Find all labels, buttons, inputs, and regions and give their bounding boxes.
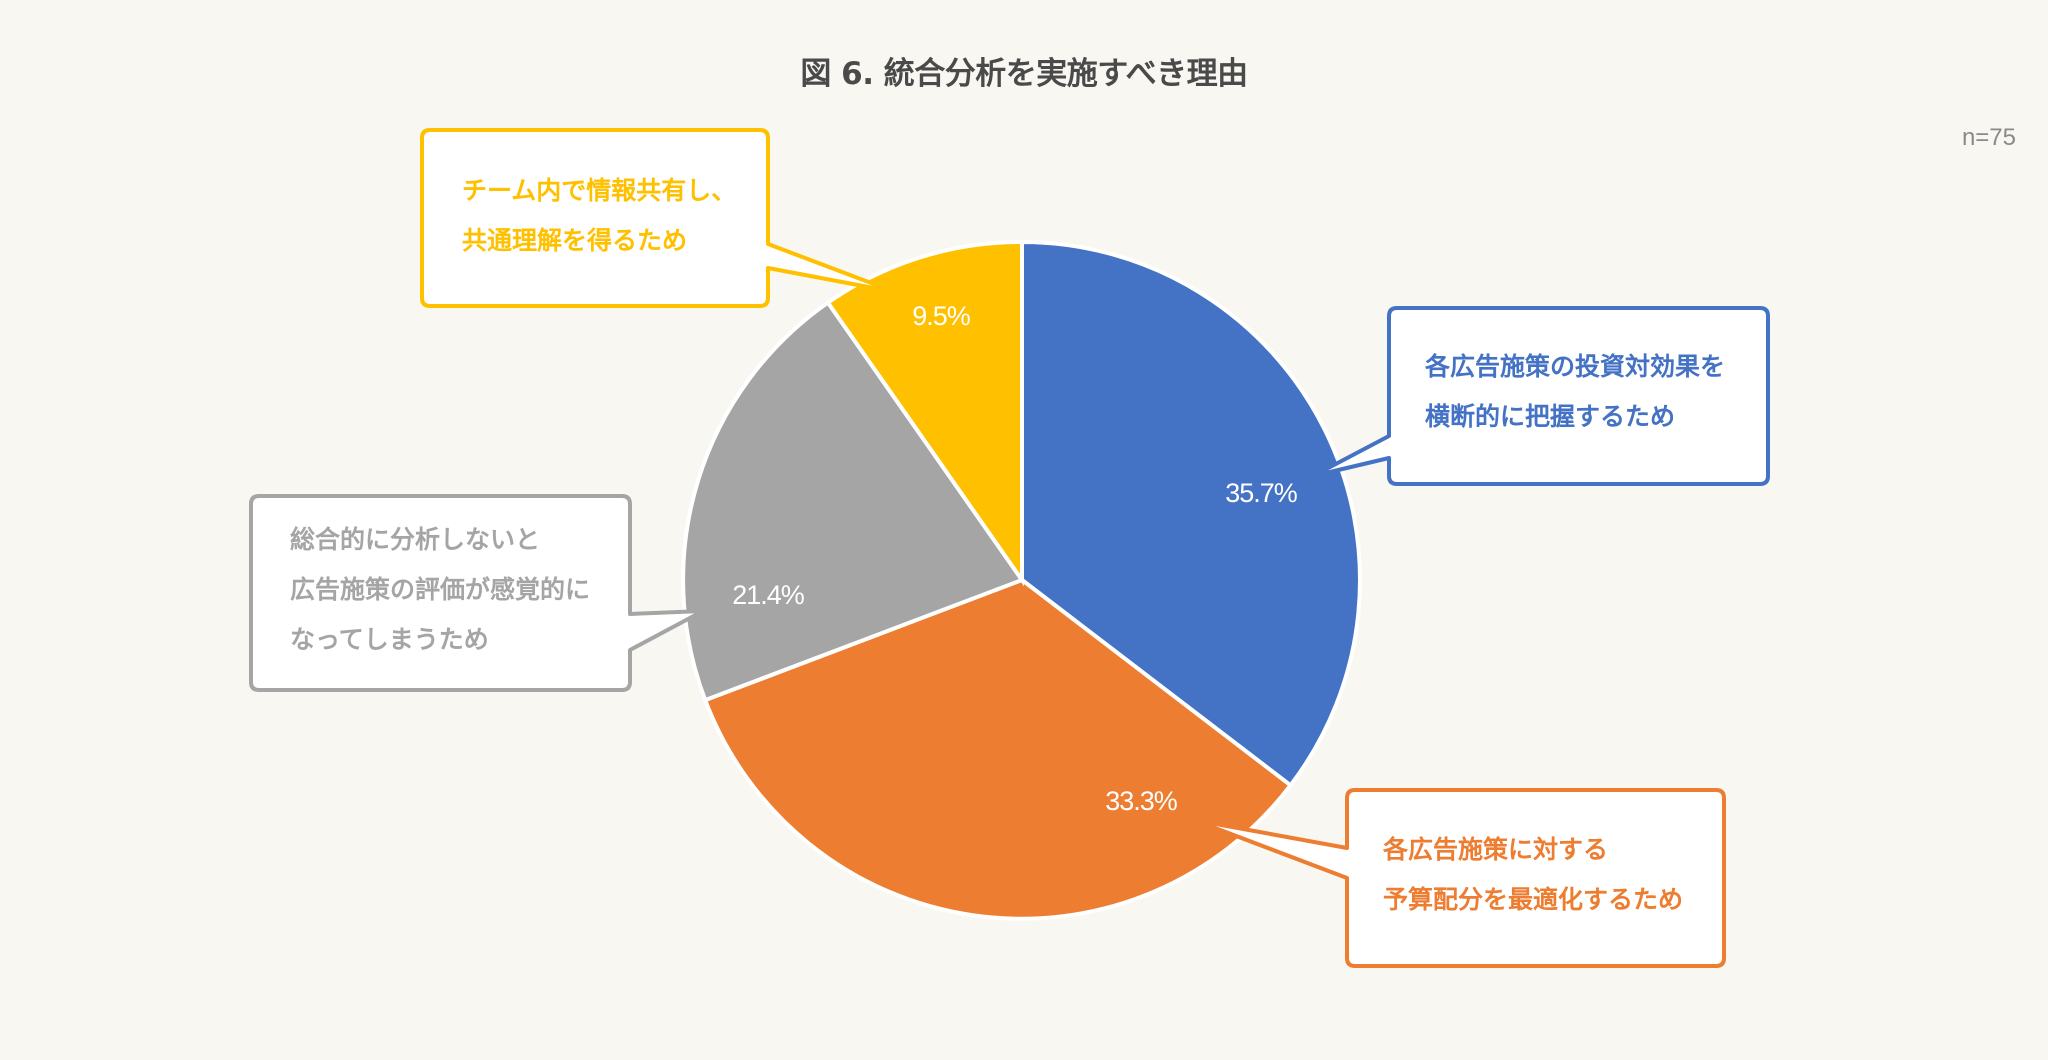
callout-label-yellow: チーム内で情報共有し、 共通理解を得るため <box>462 176 737 255</box>
callout-box-gray <box>249 494 705 692</box>
callout-label-gray: 総合的に分析しないと 広告施策の評価が感覚的に なってしまうため <box>290 525 591 654</box>
callout-box-yellow <box>420 128 897 308</box>
slice-gray <box>681 299 1026 703</box>
pct-label-yellow: 9.5% <box>912 301 971 331</box>
callout-label-blue: 各広告施策の投資対効果を 横断的に把握するため <box>1425 352 1726 431</box>
callout-box-blue <box>1311 306 1770 486</box>
slice-yellow <box>825 239 1024 587</box>
pct-label-gray: 21.4% <box>732 580 805 610</box>
slice-orange <box>702 577 1294 921</box>
chart-title: 図 6. 統合分析を実施すべき理由 <box>800 56 1248 92</box>
callout-label-orange: 各広告施策に対する 予算配分を最適化するため <box>1383 835 1684 914</box>
pie-slices <box>681 239 1362 921</box>
callout-box-orange <box>1192 788 1726 968</box>
pct-label-blue: 35.7% <box>1225 478 1298 508</box>
slice-blue <box>1020 239 1362 789</box>
sample-size-label: n=75 <box>1961 124 2016 151</box>
pct-label-orange: 33.3% <box>1105 786 1178 816</box>
